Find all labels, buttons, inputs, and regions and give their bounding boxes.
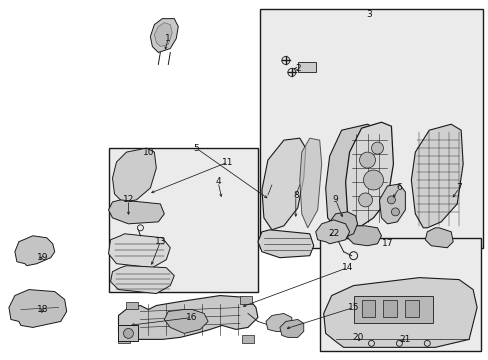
Polygon shape [15,236,55,266]
Text: 4: 4 [215,177,221,186]
Text: 10: 10 [142,148,154,157]
Polygon shape [164,310,208,333]
Text: 6: 6 [396,184,402,193]
Circle shape [371,142,383,154]
Bar [383,300,397,318]
Text: 1: 1 [165,34,171,43]
Polygon shape [279,319,303,337]
Polygon shape [108,200,164,224]
Polygon shape [379,184,405,224]
Text: 8: 8 [292,192,298,201]
Text: 18: 18 [37,305,48,314]
Circle shape [359,152,375,168]
Polygon shape [265,314,291,332]
Bar [118,336,130,343]
Bar [260,9,482,248]
Polygon shape [347,226,381,246]
Polygon shape [112,148,156,202]
Polygon shape [9,289,66,328]
Polygon shape [345,122,393,226]
Polygon shape [262,138,305,230]
Polygon shape [108,234,170,268]
Circle shape [390,208,399,216]
Text: 14: 14 [341,263,352,272]
Polygon shape [154,23,172,46]
Circle shape [123,328,133,338]
Polygon shape [410,124,462,228]
Text: 11: 11 [222,158,233,167]
Text: 13: 13 [154,237,166,246]
Text: 22: 22 [327,229,339,238]
Bar [319,238,480,351]
Text: 21: 21 [399,335,410,344]
Bar [108,148,258,292]
Polygon shape [325,124,377,228]
Polygon shape [329,212,357,238]
Bar [353,296,432,323]
Polygon shape [315,220,349,244]
Polygon shape [118,296,258,339]
Polygon shape [258,230,313,258]
Text: 3: 3 [366,10,372,19]
Bar [126,302,138,310]
Circle shape [386,196,395,204]
Bar [242,336,253,343]
Polygon shape [425,228,452,248]
Text: 17: 17 [381,239,392,248]
Bar [361,300,375,318]
Bar [240,296,251,303]
Text: 16: 16 [186,313,198,322]
Text: 7: 7 [455,184,461,193]
Bar [118,325,138,341]
Text: 2: 2 [294,64,300,73]
Text: 5: 5 [193,144,199,153]
Polygon shape [323,278,476,347]
Text: 20: 20 [351,333,363,342]
Polygon shape [150,19,178,53]
Text: 12: 12 [122,195,134,204]
Text: 19: 19 [37,253,48,262]
Polygon shape [299,138,321,228]
Circle shape [363,170,383,190]
Circle shape [358,193,372,207]
Polygon shape [110,266,174,293]
Bar [405,300,419,318]
Text: 9: 9 [332,195,338,204]
Text: 15: 15 [347,303,359,312]
Bar [297,62,315,72]
